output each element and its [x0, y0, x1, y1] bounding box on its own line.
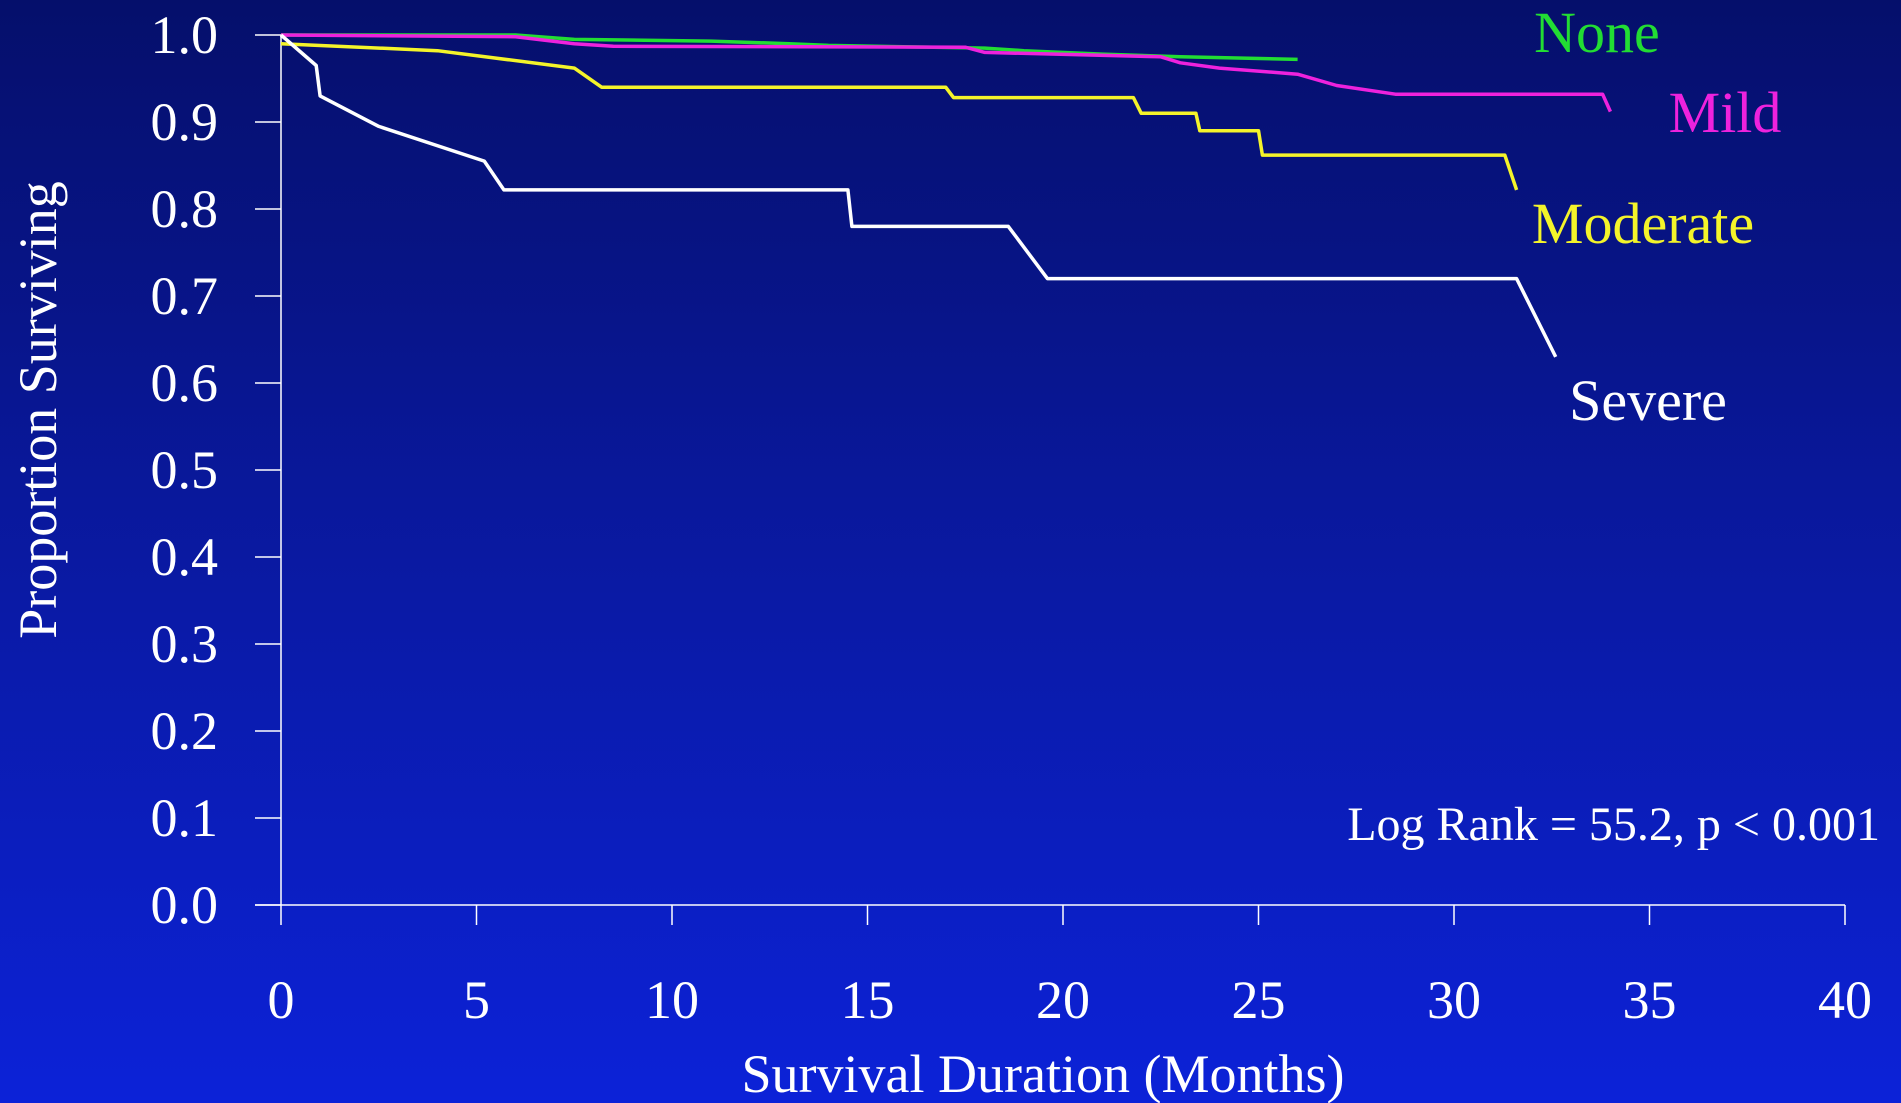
x-tick-label: 15 [841, 970, 895, 1030]
log-rank-annotation: Log Rank = 55.2, p < 0.001 [1347, 798, 1880, 851]
y-tick-label: 0.6 [151, 353, 219, 413]
x-tick-labels: 0 5 10 15 20 25 30 35 40 [268, 970, 1873, 1030]
y-tick-labels: 0.0 0.1 0.2 0.3 0.4 0.5 0.6 0.7 0.8 0.9 1.0 [151, 5, 219, 935]
x-tick-label: 30 [1427, 970, 1481, 1030]
y-tick-label: 0.1 [151, 788, 219, 848]
y-tick-label: 0.0 [151, 875, 219, 935]
x-tick-label: 40 [1818, 970, 1872, 1030]
x-tick-label: 20 [1036, 970, 1090, 1030]
y-tick-label: 0.9 [151, 92, 219, 152]
y-tick-label: 0.2 [151, 701, 219, 761]
x-tick-label: 35 [1623, 970, 1677, 1030]
y-tick-label: 0.3 [151, 614, 219, 674]
series-label-none: None [1534, 0, 1660, 65]
series-label-severe: Severe [1569, 368, 1727, 433]
series-line-severe [279, 33, 1558, 358]
series-label-moderate: Moderate [1532, 191, 1754, 256]
y-tick-label: 0.5 [151, 440, 219, 500]
y-tick-label: 0.4 [151, 527, 219, 587]
x-tick-label: 5 [463, 970, 490, 1030]
series-line-mild [280, 33, 1612, 113]
x-tick-label: 0 [268, 970, 295, 1030]
series-lines [279, 33, 1612, 358]
axes [255, 34, 1846, 925]
x-tick-label: 25 [1232, 970, 1286, 1030]
series-line-moderate [280, 41, 1519, 191]
x-axis-title: Survival Duration (Months) [742, 1044, 1345, 1103]
y-tick-label: 1.0 [151, 5, 219, 65]
x-tick-label: 10 [645, 970, 699, 1030]
y-axis-title: Proportion Surviving [8, 181, 68, 639]
y-tick-label: 0.8 [151, 179, 219, 239]
y-tick-label: 0.7 [151, 266, 219, 326]
series-label-mild: Mild [1669, 80, 1782, 145]
